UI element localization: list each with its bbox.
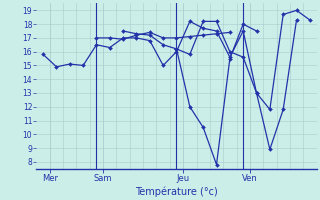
X-axis label: Température (°c): Température (°c): [135, 186, 218, 197]
